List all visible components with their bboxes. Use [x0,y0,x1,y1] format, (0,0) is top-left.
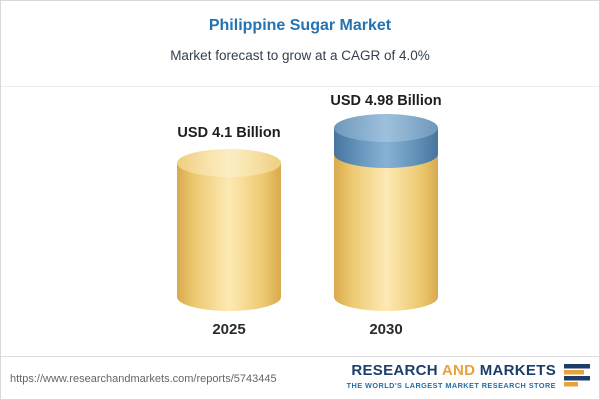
bar-cylinder-2030 [334,114,438,311]
chart-subtitle: Market forecast to grow at a CAGR of 4.0… [170,48,430,63]
x-axis-label-2030: 2030 [369,321,403,338]
x-axis-label-2025: 2025 [212,321,246,338]
cylinder-top-ellipse-2025 [177,149,281,177]
bar-value-label-2030: USD 4.98 Billion [330,93,442,109]
logo-word-markets: MARKETS [479,362,556,379]
logo-wordmark: RESEARCH AND MARKETS [347,362,556,379]
logo-tagline: THE WORLD'S LARGEST MARKET RESEARCH STOR… [346,381,556,390]
cylinder-body-2025 [177,163,281,311]
bar-cylinder-2025 [177,149,281,311]
report-url: https://www.researchandmarkets.com/repor… [10,373,277,385]
growth-cap-top-ellipse-2030 [334,114,438,142]
chart-title: Philippine Sugar Market [208,17,392,34]
bar-value-label-2025: USD 4.1 Billion [177,125,281,141]
header-divider [1,86,599,87]
cylinder-body-2030 [334,150,438,311]
footer: https://www.researchandmarkets.com/repor… [1,356,599,399]
researchandmarkets-logo: RESEARCH AND MARKETS THE WORLD'S LARGEST… [347,362,591,390]
logo-mark-icon [564,364,590,387]
logo-word-research: RESEARCH [351,362,438,379]
logo-text: RESEARCH AND MARKETS THE WORLD'S LARGEST… [347,362,556,390]
logo-word-and: AND [441,362,476,379]
